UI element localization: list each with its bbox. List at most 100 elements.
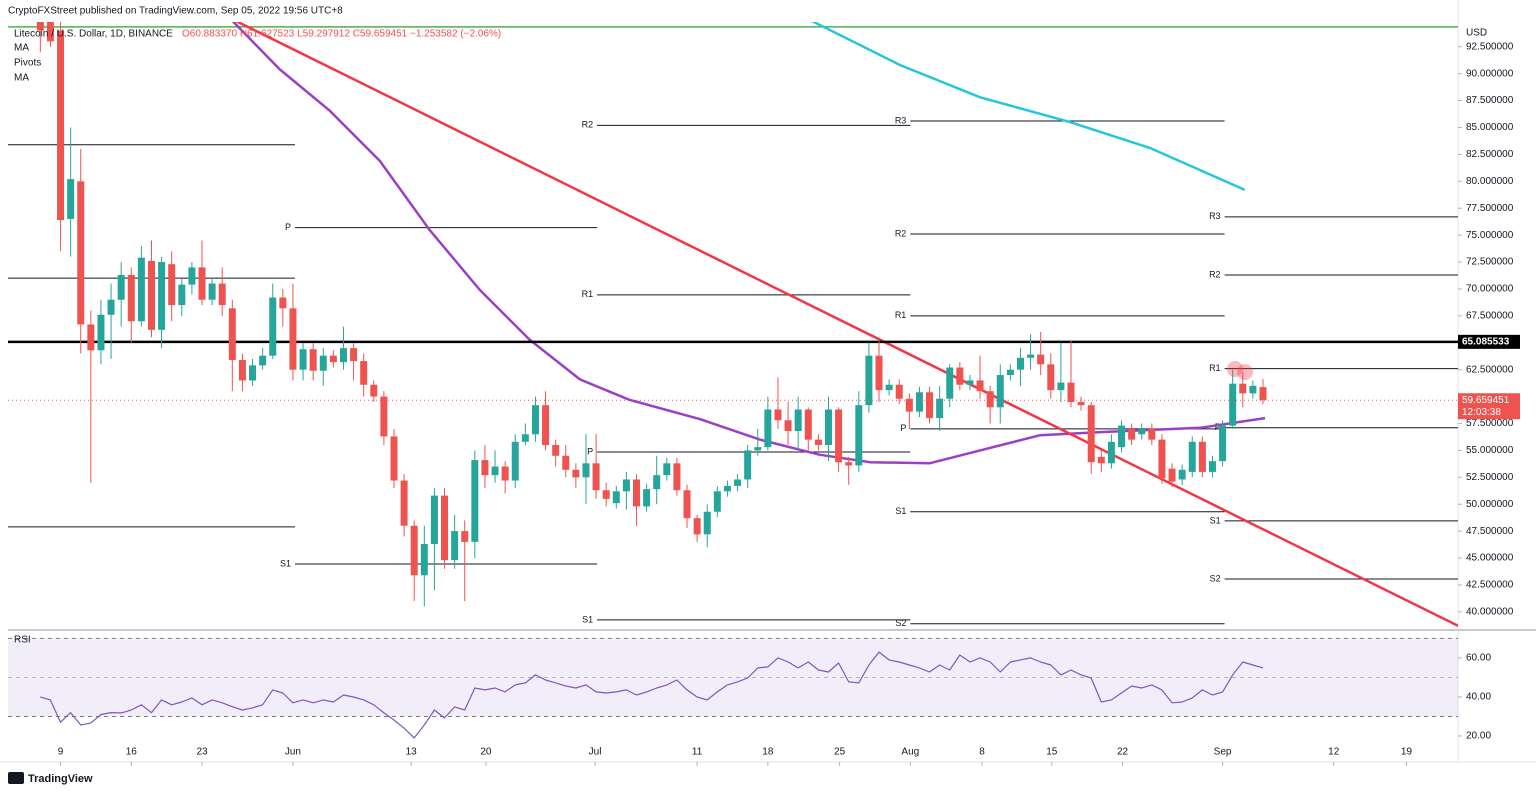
candle-body — [511, 441, 519, 481]
y-tick-label: 82.500000 — [1466, 149, 1514, 160]
candle-body — [158, 262, 166, 330]
key-level-label: 65.085533 — [1462, 336, 1510, 347]
pivot-label: P — [285, 222, 291, 232]
y-tick-label: 67.500000 — [1466, 310, 1514, 321]
candle-body — [986, 391, 994, 408]
pivot-label: R3 — [1209, 211, 1221, 221]
candle-body — [804, 409, 812, 440]
candle-body — [663, 463, 671, 476]
candle-body — [117, 274, 125, 300]
candle-body — [1027, 354, 1035, 358]
footer-brand[interactable]: TradingView — [28, 773, 93, 785]
countdown: 12:03:38 — [1462, 407, 1501, 418]
y-tick-label: 92.500000 — [1466, 41, 1514, 52]
candle-body — [734, 479, 742, 486]
y-tick-label: 55.000000 — [1466, 445, 1514, 456]
candle-body — [481, 460, 489, 476]
pivot-label: S1 — [582, 614, 593, 624]
candle-body — [946, 367, 954, 399]
candle-body — [218, 283, 226, 306]
candle-body — [835, 409, 843, 463]
candle-body — [552, 445, 560, 456]
candle-body — [430, 495, 438, 545]
candle-body — [895, 384, 903, 399]
candle-body — [1128, 428, 1136, 440]
candle-body — [1229, 383, 1237, 426]
candle-body — [784, 420, 792, 432]
pivot-label: S1 — [1210, 515, 1221, 525]
candle-body — [693, 518, 701, 535]
last-price-label: 59.659451 — [1462, 395, 1510, 406]
x-tick-label: 18 — [762, 747, 774, 758]
candle-body — [208, 283, 216, 300]
candle-body — [1188, 441, 1196, 472]
candle-body — [754, 447, 762, 451]
candle-body — [451, 531, 459, 561]
candle-body — [87, 324, 95, 351]
candle-body — [602, 490, 610, 499]
candle-body — [824, 409, 832, 446]
candle-body — [46, 22, 54, 42]
candle-body — [966, 380, 974, 385]
candle-body — [855, 405, 863, 466]
candle-body — [67, 179, 75, 219]
rsi-pane — [8, 637, 1458, 739]
symbol: Litecoin / U.S. Dollar, 1D, BINANCE — [14, 29, 173, 40]
candle-body — [1239, 383, 1247, 394]
y-tick-label: 70.000000 — [1466, 284, 1514, 295]
candle-body — [1077, 401, 1085, 406]
candle-body — [976, 380, 984, 392]
pivot-label: S1 — [280, 558, 291, 568]
pivot-label: R2 — [895, 228, 907, 238]
y-tick-label: 77.500000 — [1466, 203, 1514, 214]
x-tick-label: 11 — [692, 747, 703, 758]
x-tick-label: Jun — [285, 747, 301, 758]
candle-body — [1148, 428, 1156, 440]
candle-body — [582, 463, 590, 478]
candle-body — [1208, 461, 1216, 472]
candle-body — [1107, 441, 1115, 464]
pivot-label: P — [900, 423, 906, 433]
candle-body — [259, 355, 267, 366]
candle-body — [441, 495, 449, 561]
candle-body — [612, 491, 620, 504]
candle-body — [521, 434, 529, 442]
candle-body — [279, 297, 287, 309]
candle-body — [905, 398, 913, 412]
pivot-label: R2 — [1209, 269, 1221, 279]
candle-body — [57, 30, 65, 221]
candle-body — [562, 455, 570, 470]
trendline — [235, 22, 1458, 627]
candle-body — [238, 359, 246, 381]
x-tick-label: 19 — [1401, 747, 1413, 758]
candle-body — [1249, 385, 1257, 394]
y-tick-label: 90.000000 — [1466, 68, 1514, 79]
candle-body — [127, 274, 135, 322]
y-tick-label: 87.500000 — [1466, 95, 1514, 106]
indicator: MA — [14, 73, 29, 84]
candle-body — [703, 511, 711, 535]
candle-body — [956, 367, 964, 385]
candle-body — [926, 392, 934, 419]
candle-body — [845, 462, 853, 466]
candle-body — [531, 405, 539, 435]
pivot-label: R2 — [582, 120, 594, 130]
candle-body — [350, 348, 358, 362]
axes: 40.000000 42.500000 45.000000 47.500000 50.0… — [58, 41, 1520, 766]
pivot-label: S2 — [1210, 573, 1221, 583]
candle-body — [299, 349, 307, 370]
candle-body — [683, 490, 691, 519]
candle-body — [915, 392, 923, 412]
rsi-plot — [40, 651, 1264, 739]
candle-body — [1219, 425, 1227, 462]
candle-body — [420, 544, 428, 576]
candle-body — [592, 463, 600, 491]
y-tick-label: 80.000000 — [1466, 176, 1514, 187]
pivot-label: S1 — [895, 506, 906, 516]
rsi-y-tick-label: 20.00 — [1466, 731, 1491, 742]
y-tick-label: 42.500000 — [1466, 580, 1514, 591]
y-tick-label: 50.000000 — [1466, 499, 1514, 510]
candle-body — [1047, 364, 1055, 391]
y-tick-label: 62.500000 — [1466, 364, 1514, 375]
